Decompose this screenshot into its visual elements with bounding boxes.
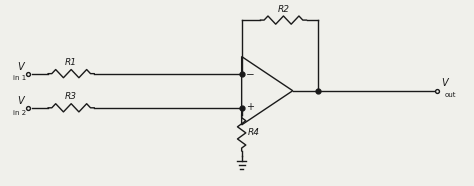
- Text: V: V: [18, 96, 24, 106]
- Text: in 2: in 2: [13, 110, 26, 116]
- Text: V: V: [441, 78, 448, 89]
- Text: R1: R1: [65, 58, 77, 67]
- Text: R2: R2: [277, 5, 290, 14]
- Text: +: +: [246, 102, 254, 112]
- Text: R4: R4: [248, 128, 260, 137]
- Text: V: V: [18, 62, 24, 72]
- Text: R3: R3: [65, 92, 77, 101]
- Text: −: −: [246, 70, 255, 80]
- Text: out: out: [445, 92, 456, 98]
- Text: in 1: in 1: [13, 76, 26, 81]
